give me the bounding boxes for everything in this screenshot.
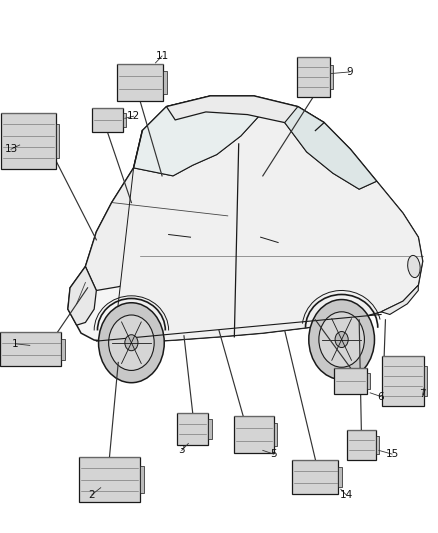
Text: 6: 6: [378, 392, 385, 401]
Text: 1: 1: [12, 339, 19, 349]
Bar: [382, 356, 424, 406]
Circle shape: [109, 315, 154, 370]
Bar: [208, 419, 212, 439]
Bar: [0, 332, 61, 367]
Circle shape: [335, 332, 348, 348]
Bar: [123, 112, 126, 127]
Bar: [117, 64, 163, 101]
Bar: [424, 366, 427, 397]
Bar: [1, 114, 56, 169]
Text: 5: 5: [270, 449, 277, 459]
Bar: [163, 71, 166, 94]
Text: 7: 7: [419, 390, 426, 399]
Polygon shape: [134, 96, 263, 176]
Text: 3: 3: [178, 446, 185, 455]
Bar: [347, 431, 375, 459]
Text: 14: 14: [339, 490, 353, 499]
Bar: [234, 416, 274, 453]
Bar: [61, 339, 65, 359]
Polygon shape: [285, 107, 377, 189]
Polygon shape: [166, 96, 324, 131]
Polygon shape: [85, 168, 228, 290]
Text: 15: 15: [385, 449, 399, 459]
Polygon shape: [114, 112, 423, 342]
Bar: [56, 125, 60, 158]
Bar: [293, 459, 338, 495]
Circle shape: [125, 335, 138, 351]
Bar: [140, 466, 144, 494]
Bar: [334, 368, 367, 394]
Bar: [274, 423, 277, 446]
Circle shape: [319, 312, 364, 367]
Bar: [375, 436, 379, 454]
Bar: [92, 108, 123, 132]
Text: 9: 9: [346, 67, 353, 77]
Polygon shape: [381, 285, 418, 314]
Bar: [338, 467, 342, 487]
Bar: [329, 65, 333, 89]
Bar: [297, 58, 329, 97]
Polygon shape: [68, 96, 423, 342]
Circle shape: [309, 300, 374, 379]
Polygon shape: [68, 266, 96, 325]
Text: 2: 2: [88, 490, 95, 499]
Bar: [367, 373, 370, 389]
Text: 13: 13: [4, 144, 18, 154]
Bar: [79, 457, 140, 502]
Text: 11: 11: [155, 51, 169, 61]
Bar: [177, 413, 208, 445]
Circle shape: [99, 303, 164, 383]
Ellipse shape: [408, 255, 420, 278]
Text: 12: 12: [127, 111, 140, 121]
